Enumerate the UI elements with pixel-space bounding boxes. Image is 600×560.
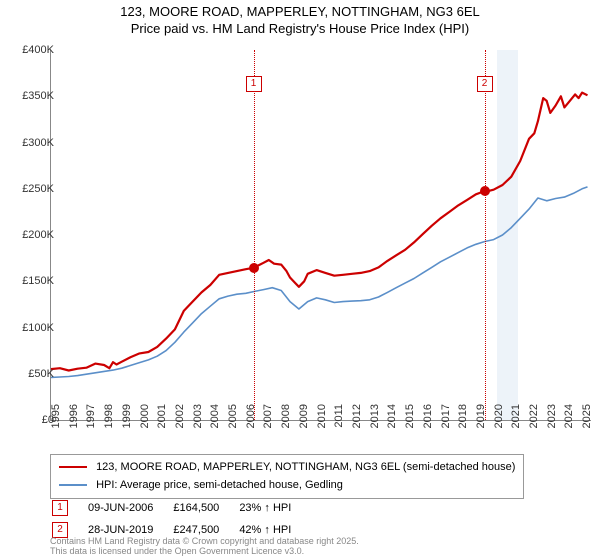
y-tick-label: £200K [22, 229, 54, 241]
series-line-hpi [51, 187, 588, 378]
x-tick-label: 2021 [510, 404, 522, 444]
sale-num-box: 1 [52, 500, 68, 516]
x-tick-label: 2006 [245, 404, 257, 444]
x-tick-label: 2007 [262, 404, 274, 444]
x-tick-label: 2018 [457, 404, 469, 444]
x-tick-label: 2011 [333, 404, 345, 444]
chart-title: 123, MOORE ROAD, MAPPERLEY, NOTTINGHAM, … [0, 0, 600, 38]
legend-swatch-hpi [59, 484, 87, 486]
legend-item-hpi: HPI: Average price, semi-detached house,… [59, 477, 515, 495]
x-tick-label: 1996 [68, 404, 80, 444]
sale-dot [249, 263, 259, 273]
x-tick-label: 2025 [581, 404, 593, 444]
x-tick-label: 1995 [50, 404, 62, 444]
title-line1: 123, MOORE ROAD, MAPPERLEY, NOTTINGHAM, … [120, 4, 480, 19]
legend-item-property: 123, MOORE ROAD, MAPPERLEY, NOTTINGHAM, … [59, 459, 515, 477]
legend-label-hpi: HPI: Average price, semi-detached house,… [96, 479, 343, 491]
y-tick-label: £400K [22, 44, 54, 56]
x-tick-label: 2013 [369, 404, 381, 444]
y-tick-label: £50K [28, 368, 54, 380]
x-tick-label: 2001 [156, 404, 168, 444]
x-tick-label: 2010 [316, 404, 328, 444]
x-tick-label: 2009 [298, 404, 310, 444]
chart-plot-area: 12 [50, 50, 591, 421]
sale-date-cell: 09-JUN-2006 [88, 498, 171, 518]
x-tick-label: 2002 [174, 404, 186, 444]
y-tick-label: £350K [22, 90, 54, 102]
y-tick-label: £250K [22, 183, 54, 195]
sale-vertical-line [254, 50, 255, 420]
title-line2: Price paid vs. HM Land Registry's House … [131, 21, 469, 36]
sale-dot [480, 186, 490, 196]
chart-lines-svg [51, 50, 591, 420]
x-tick-label: 2022 [528, 404, 540, 444]
sale-marker-box: 1 [246, 76, 262, 92]
legend-swatch-property [59, 466, 87, 468]
x-tick-label: 2015 [404, 404, 416, 444]
y-tick-label: £100K [22, 322, 54, 334]
y-tick-label: £150K [22, 275, 54, 287]
x-tick-label: 2003 [192, 404, 204, 444]
x-tick-label: 2014 [386, 404, 398, 444]
x-tick-label: 2004 [209, 404, 221, 444]
table-row: 1 09-JUN-2006 £164,500 23% ↑ HPI [52, 498, 309, 518]
x-tick-label: 2024 [563, 404, 575, 444]
x-tick-label: 2000 [139, 404, 151, 444]
x-tick-label: 2019 [475, 404, 487, 444]
x-tick-label: 2008 [280, 404, 292, 444]
legend: 123, MOORE ROAD, MAPPERLEY, NOTTINGHAM, … [50, 454, 524, 499]
sale-num-cell: 1 [52, 498, 86, 518]
sale-price-cell: £164,500 [173, 498, 237, 518]
legend-label-property: 123, MOORE ROAD, MAPPERLEY, NOTTINGHAM, … [96, 461, 515, 473]
x-tick-label: 1998 [103, 404, 115, 444]
x-tick-label: 1999 [121, 404, 133, 444]
x-tick-label: 1997 [85, 404, 97, 444]
x-tick-label: 2017 [440, 404, 452, 444]
footer-credit: Contains HM Land Registry data © Crown c… [50, 536, 359, 556]
y-tick-label: £300K [22, 137, 54, 149]
x-tick-label: 2012 [351, 404, 363, 444]
x-tick-label: 2023 [546, 404, 558, 444]
sale-delta-cell: 23% ↑ HPI [239, 498, 309, 518]
x-tick-label: 2020 [493, 404, 505, 444]
sale-vertical-line [485, 50, 486, 420]
x-tick-label: 2005 [227, 404, 239, 444]
sale-marker-box: 2 [477, 76, 493, 92]
x-tick-label: 2016 [422, 404, 434, 444]
